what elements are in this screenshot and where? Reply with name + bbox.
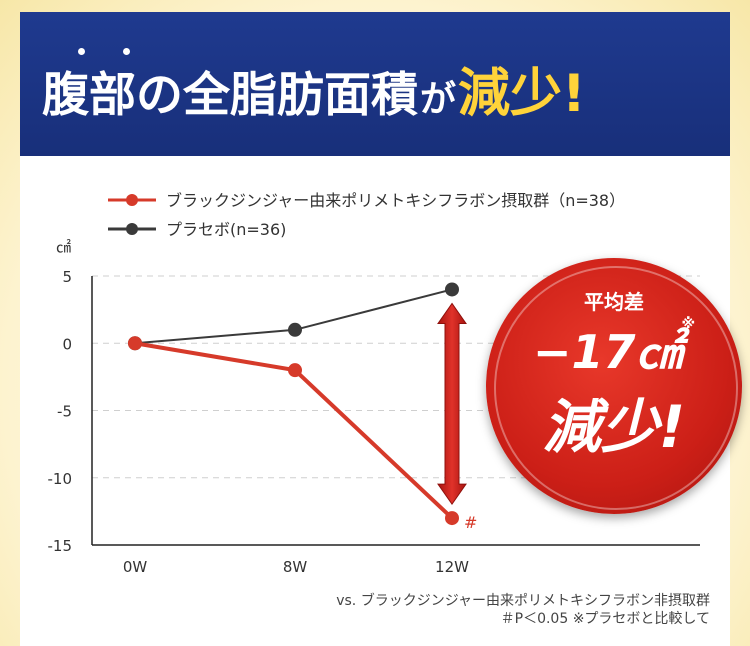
x-tick-label: 12W [435,558,469,576]
x-tick-label: 0W [123,558,148,576]
badge-label: 平均差 [584,290,644,314]
legend-marker [126,223,138,235]
placebo-point [445,282,459,297]
x-tick-label: 8W [283,558,308,576]
difference-arrow [437,302,467,505]
significance-mark: # [464,513,477,532]
title-banner: 腹部の全脂肪面積が減少! [20,12,730,156]
y-tick-label: 5 [62,268,72,286]
y-axis-unit: ㎠ [56,238,71,256]
emphasis-dot [78,48,85,55]
y-tick-label: -15 [48,537,73,555]
badge-result: 減少! [542,393,686,461]
treatment-point [288,363,302,378]
legend-label: ブラックジンジャー由来ポリメトキシフラボン摂取群（n=38） [166,191,625,210]
badge-note: ※ [681,316,696,332]
badge-ring [494,266,738,510]
page-title: 腹部の全脂肪面積が減少! [42,64,586,130]
legend-label: プラセボ(n=36) [166,220,286,239]
footnote: vs. ブラックジンジャー由来ポリメトキシフラボン非摂取群 ＃P＜0.05 ※プ… [336,592,710,628]
treatment-point [128,336,142,351]
badge-value: −17㎠※ [486,316,742,382]
title-highlight: 減少! [458,64,586,124]
title-main: 腹部の全脂肪面積 [42,68,418,123]
difference-badge: 平均差 −17㎠※ 減少! [486,258,742,514]
footnote-line-1: vs. ブラックジンジャー由来ポリメトキシフラボン非摂取群 [336,593,710,609]
y-tick-label: 0 [62,335,72,353]
placebo-point [288,322,302,337]
emphasis-dot [123,48,130,55]
badge-value-text: −17㎠ [532,325,682,379]
treatment-point [445,511,459,526]
y-tick-label: -5 [57,403,72,421]
y-tick-label: -10 [48,470,73,488]
legend-marker [126,194,138,206]
footnote-line-2: ＃P＜0.05 ※プラセボと比較して [500,611,710,627]
title-particle: が [420,79,457,120]
